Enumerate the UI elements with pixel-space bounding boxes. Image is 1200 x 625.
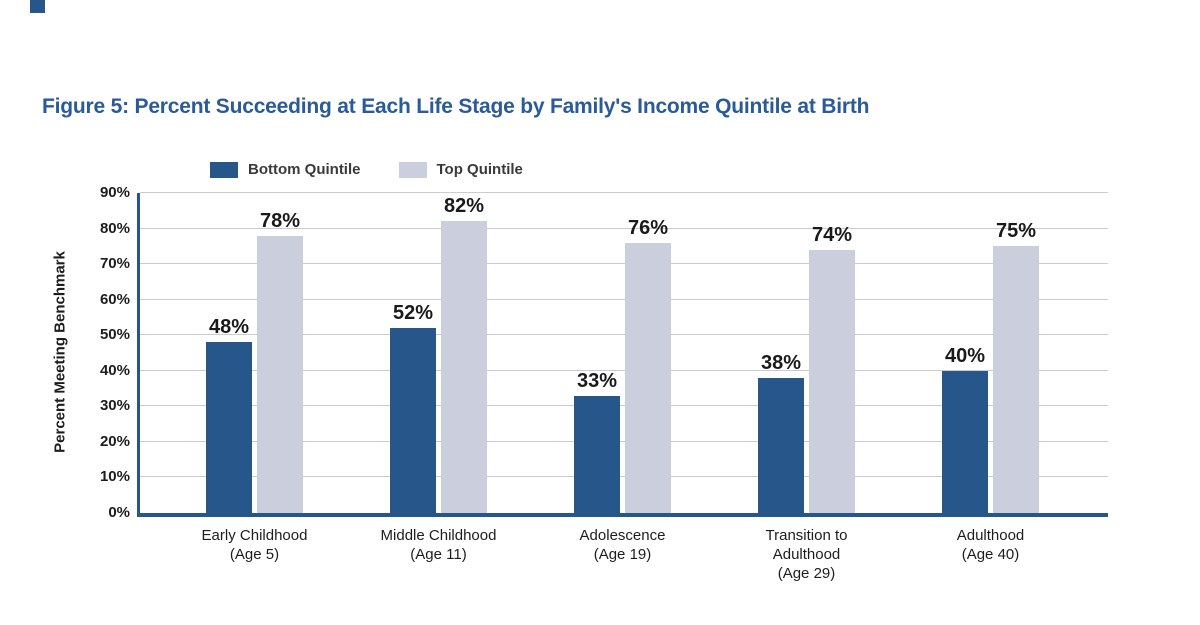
- page-corner-mark: [30, 0, 45, 13]
- chart-legend: Bottom Quintile Top Quintile: [210, 161, 523, 178]
- y-tick-label: 20%: [99, 432, 130, 450]
- legend-label: Bottom Quintile: [248, 161, 361, 178]
- gridline: [140, 298, 1108, 300]
- x-category-label: Transition to Adulthood (Age 29): [765, 527, 848, 582]
- bar-bottom-quintile: [942, 370, 988, 513]
- bar-value-label: 52%: [392, 302, 434, 325]
- legend-item-bottom-quintile: Bottom Quintile: [210, 161, 361, 178]
- bar-value-label: 40%: [944, 344, 986, 367]
- gridline: [140, 192, 1108, 193]
- bar-top-quintile: [993, 246, 1039, 513]
- bar-value-label: 78%: [259, 209, 301, 232]
- legend-item-top-quintile: Top Quintile: [398, 161, 523, 178]
- bar-top-quintile: [809, 249, 855, 513]
- bar-value-label: 75%: [995, 220, 1037, 243]
- gridline: [140, 369, 1108, 371]
- x-category-label: Adulthood (Age 40): [956, 527, 1025, 563]
- x-category-label: Middle Childhood (Age 11): [380, 527, 497, 563]
- y-tick-label: 40%: [99, 361, 130, 379]
- bar-bottom-quintile: [206, 342, 252, 513]
- y-tick-label: 10%: [99, 468, 130, 486]
- top-quintile-swatch-icon: [398, 161, 427, 178]
- bar-value-label: 74%: [811, 223, 853, 246]
- gridline: [140, 440, 1108, 442]
- gridline: [140, 476, 1108, 478]
- y-tick-label: 60%: [99, 290, 130, 308]
- y-tick-label: 70%: [99, 255, 130, 273]
- figure-title: Figure 5: Percent Succeeding at Each Lif…: [42, 95, 870, 118]
- y-tick-label: 90%: [99, 184, 130, 201]
- bar-bottom-quintile: [574, 395, 620, 513]
- legend-label: Top Quintile: [436, 161, 523, 178]
- bar-top-quintile: [441, 221, 487, 513]
- x-category-label: Adolescence (Age 19): [579, 527, 666, 563]
- gridline: [140, 263, 1108, 265]
- bar-value-label: 48%: [208, 316, 250, 339]
- bar-value-label: 38%: [760, 351, 802, 374]
- y-tick-label: 0%: [108, 504, 130, 521]
- bar-bottom-quintile: [758, 377, 804, 513]
- bar-bottom-quintile: [390, 328, 436, 513]
- y-tick-label: 30%: [99, 397, 130, 415]
- y-axis-title: Percent Meeting Benchmark: [51, 251, 69, 453]
- bar-top-quintile: [625, 242, 671, 513]
- y-tick-label: 80%: [99, 219, 130, 237]
- bar-top-quintile: [257, 235, 303, 513]
- bar-value-label: 76%: [627, 216, 669, 239]
- bar-value-label: 82%: [443, 195, 485, 218]
- gridline: [140, 334, 1108, 336]
- gridline: [140, 227, 1108, 229]
- y-tick-label: 50%: [99, 326, 130, 344]
- gridline: [140, 405, 1108, 407]
- plot-area: 48% 78% 52% 82% 33% 76% 38% 74% 40% 75%: [137, 192, 1108, 517]
- bar-value-label: 33%: [576, 369, 618, 392]
- x-category-label: Early Childhood (Age 5): [201, 527, 308, 563]
- bottom-quintile-swatch-icon: [210, 161, 238, 178]
